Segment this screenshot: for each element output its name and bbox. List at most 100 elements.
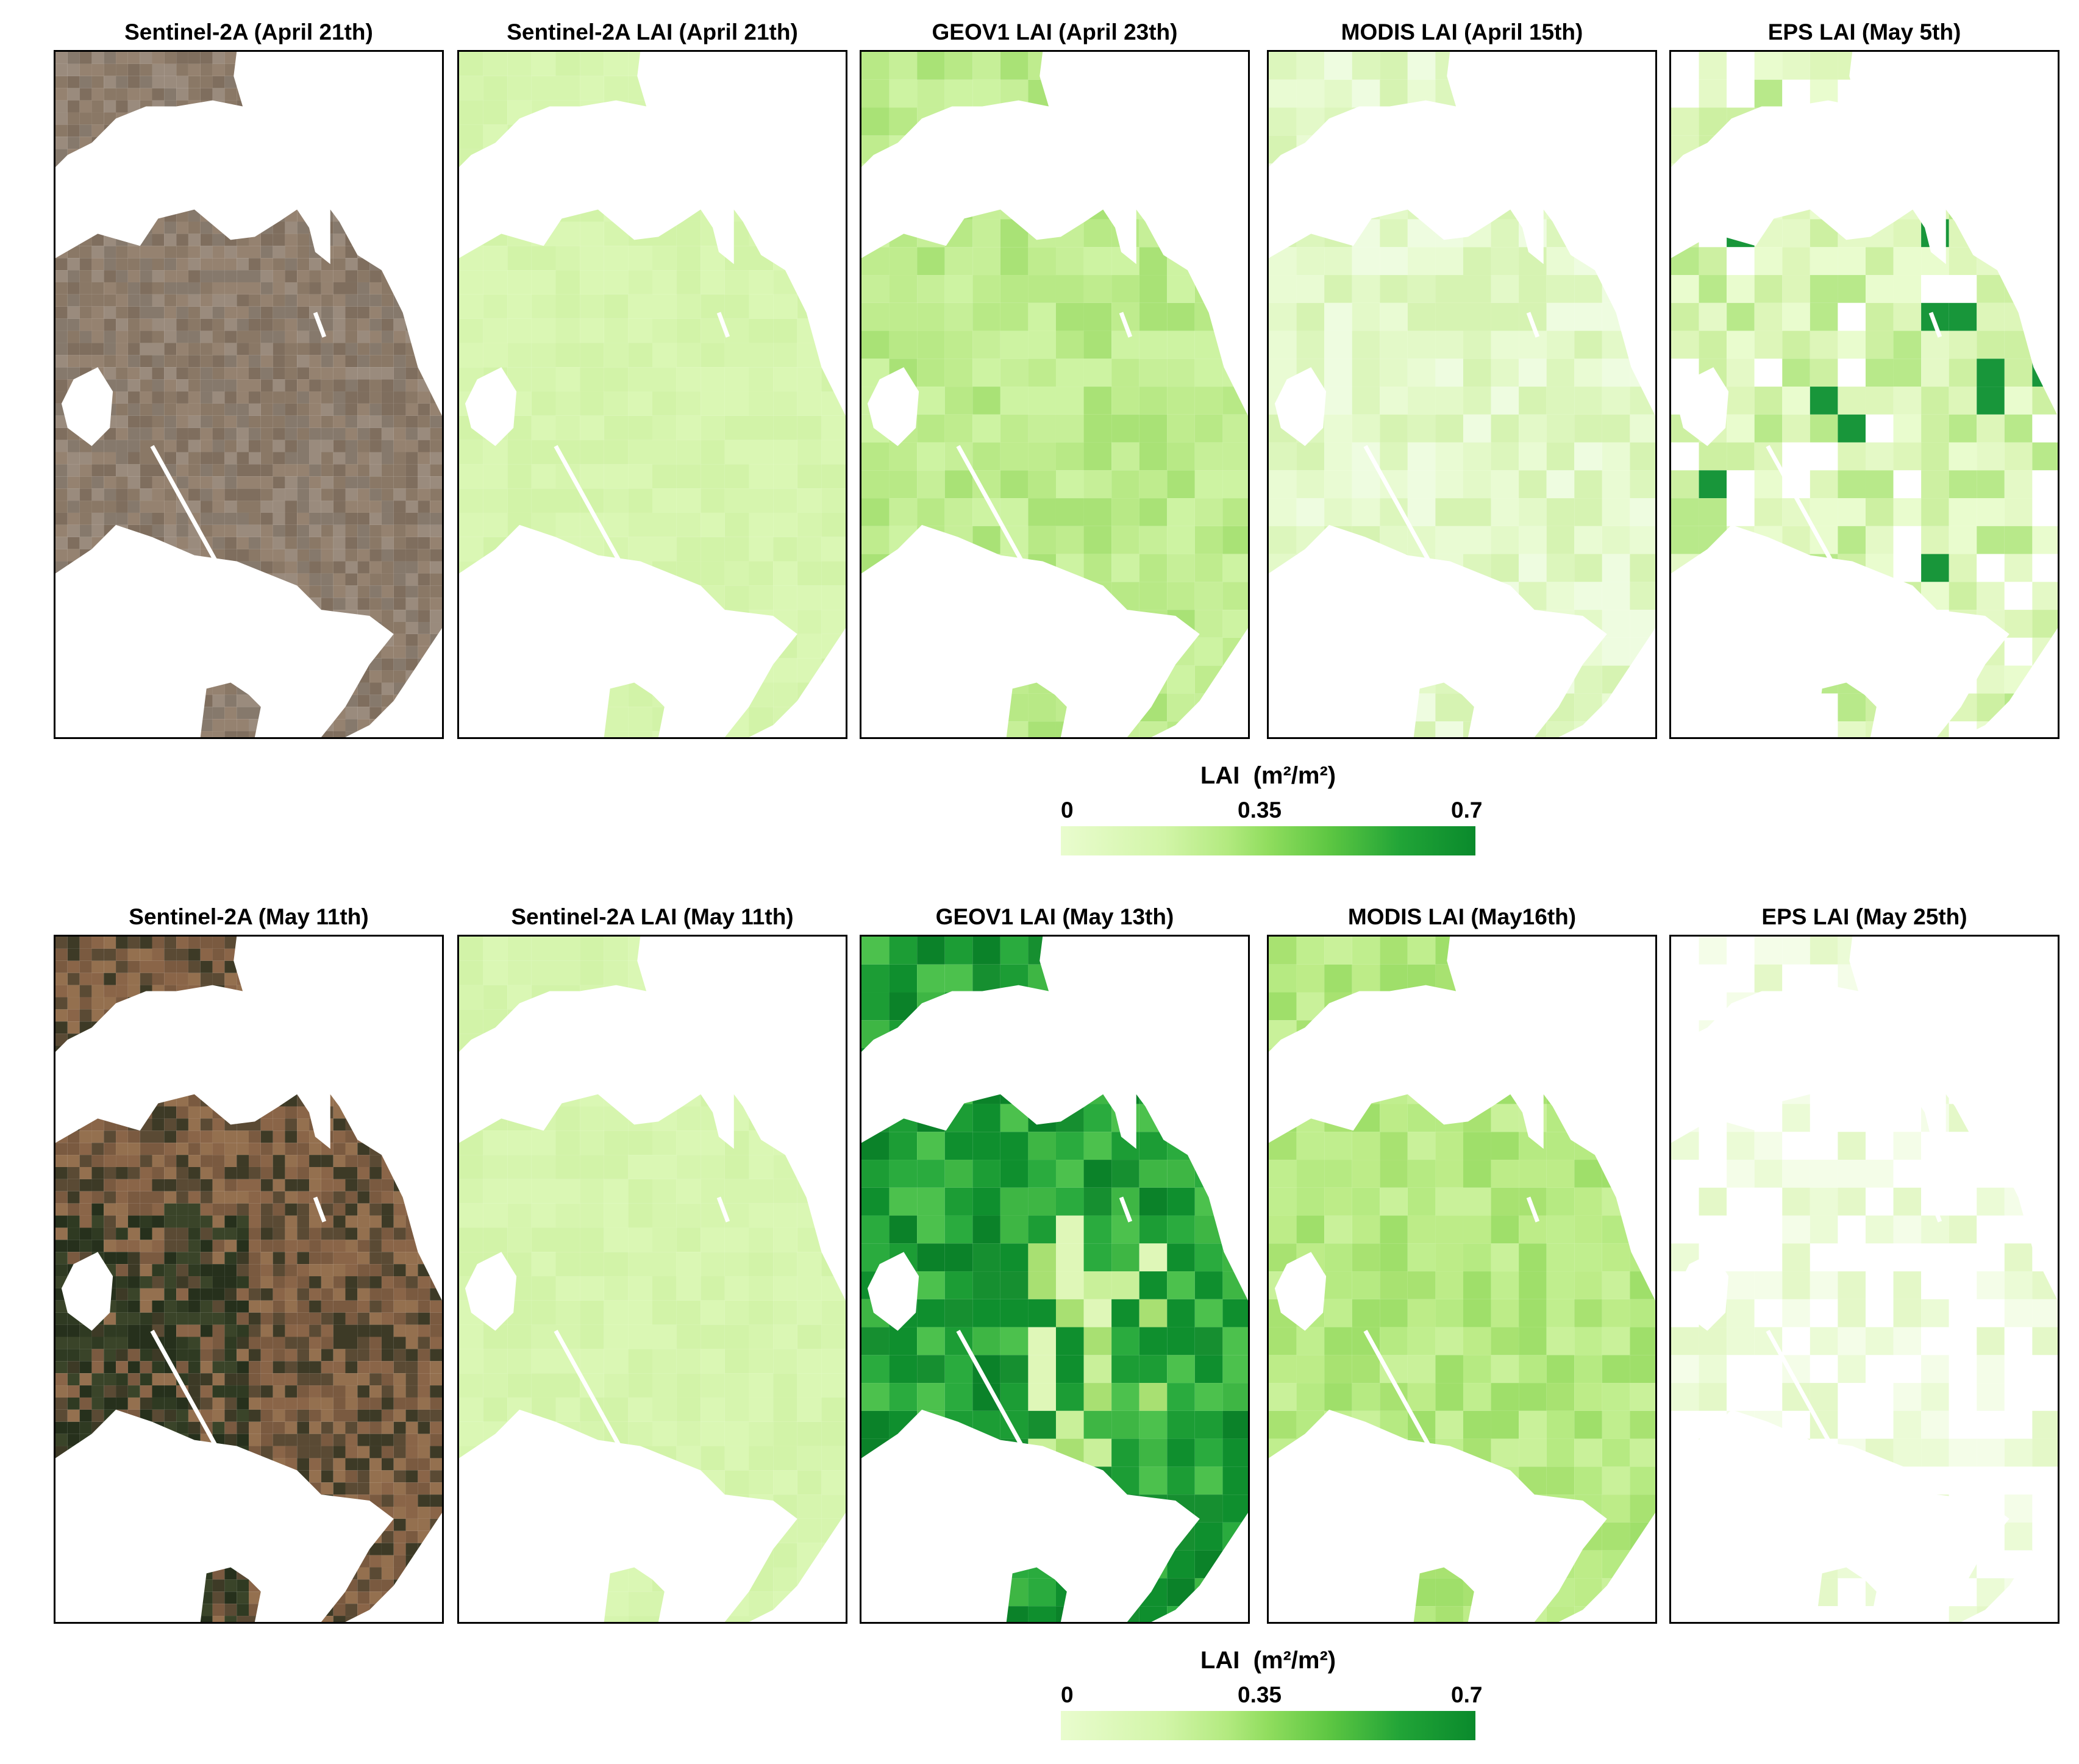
image-pixel [369,403,382,416]
lai-cell [749,294,774,319]
lai-cell [604,610,629,634]
image-pixel [116,1069,128,1082]
lai-cell [1949,498,1977,526]
image-pixel [345,1373,358,1386]
lai-cell [1727,665,1755,694]
image-pixel [321,246,333,259]
image-pixel [212,948,225,961]
image-pixel [273,731,285,737]
image-pixel [393,985,406,998]
image-pixel [418,1240,430,1252]
lai-cell [1028,219,1056,248]
image-pixel [357,610,370,623]
image-pixel [381,452,394,465]
image-pixel [418,719,430,732]
image-pixel [369,52,382,64]
image-pixel [345,1143,358,1155]
image-pixel [152,88,165,101]
image-pixel [321,76,333,88]
image-pixel [321,1166,333,1179]
image-pixel [104,561,116,574]
image-pixel [381,1227,394,1240]
image-pixel [260,476,273,489]
lai-cell [483,221,508,246]
image-pixel [430,343,442,355]
image-pixel [430,948,442,961]
image-pixel [224,1252,237,1265]
image-pixel [357,270,370,282]
image-pixel [176,1324,188,1337]
image-pixel [369,561,382,574]
lai-cell [1810,52,1838,80]
image-pixel [104,731,116,737]
image-pixel [200,985,213,998]
image-pixel [405,464,418,477]
image-pixel [418,1046,430,1058]
lai-cell [1055,470,1084,499]
lai-cell [1727,610,1755,638]
image-pixel [333,149,346,162]
lai-cell [1754,219,1783,248]
image-pixel [164,246,177,259]
lai-cell [1838,302,1866,331]
lai-cell [1167,610,1195,638]
lai-cell [1222,191,1248,220]
image-pixel [369,1082,382,1094]
image-pixel [67,1373,80,1386]
image-pixel [152,1191,165,1204]
image-pixel [79,1482,92,1495]
image-pixel [430,1034,442,1046]
lai-cell [1139,387,1168,415]
image-pixel [369,1057,382,1070]
image-pixel [127,294,140,307]
image-pixel [212,440,225,452]
image-pixel [79,318,92,331]
image-pixel [285,1009,298,1022]
image-pixel [91,76,104,88]
image-pixel [200,937,213,949]
lai-cell [604,149,629,173]
lai-cell [1699,135,1727,164]
image-pixel [176,1215,188,1228]
lai-cell [628,294,652,319]
image-pixel [430,318,442,331]
image-pixel [418,367,430,380]
lai-cell [821,246,846,271]
lai-cell [1727,582,1755,610]
image-pixel [430,1203,442,1216]
lai-cell [604,76,629,101]
lai-cell [944,163,973,191]
image-pixel [176,585,188,598]
image-pixel [297,330,310,343]
image-pixel [164,1009,177,1022]
image-pixel [200,670,213,683]
image-pixel [224,234,237,246]
image-pixel [260,294,273,307]
image-pixel [55,137,68,149]
lai-cell [676,512,701,537]
image-pixel [152,76,165,88]
image-pixel [418,282,430,295]
lai-cell [1491,470,1519,499]
image-pixel [237,367,249,380]
lai-cell [459,585,483,610]
lai-cell [972,665,1000,694]
lai-cell [944,721,973,737]
image-pixel [369,1373,382,1386]
image-pixel [333,112,346,125]
image-pixel [104,100,116,113]
image-pixel [67,1530,80,1543]
image-pixel [116,209,128,222]
image-pixel [188,573,201,586]
lai-cell [1574,107,1602,136]
image-pixel [188,306,201,319]
image-pixel [91,1470,104,1483]
image-pixel [164,1082,177,1094]
image-pixel [164,355,177,368]
image-pixel [345,306,358,319]
lai-cell [1055,79,1084,108]
image-pixel [127,549,140,562]
lai-cell [1519,721,1547,737]
image-pixel [297,185,310,198]
image-pixel [381,549,394,562]
